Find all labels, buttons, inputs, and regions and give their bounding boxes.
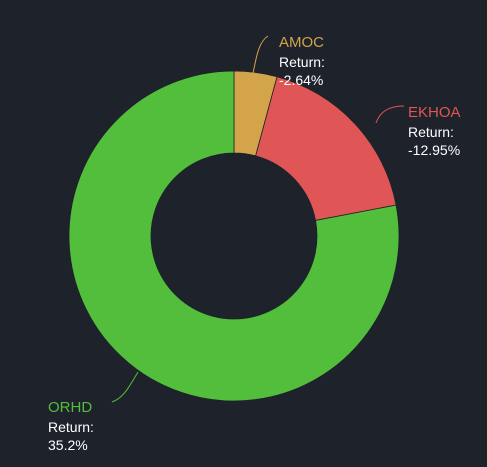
leader-line-ekhoa <box>375 105 405 124</box>
leader-line-amoc <box>252 35 269 74</box>
slice-label-orhd: Return: <box>48 419 94 435</box>
label-ekhoa: EKHOA Return: -12.95% <box>408 104 461 158</box>
slice-orhd[interactable] <box>68 70 400 402</box>
slices-group <box>68 70 400 402</box>
slice-name-amoc: AMOC <box>279 34 324 51</box>
slice-name-orhd: ORHD <box>48 399 92 416</box>
slice-label-amoc: Return: <box>279 54 325 70</box>
slice-label-ekhoa: Return: <box>408 124 454 140</box>
slice-name-ekhoa: EKHOA <box>408 104 461 121</box>
label-orhd: ORHD Return: 35.2% <box>48 399 94 453</box>
slice-ekhoa[interactable] <box>255 76 397 221</box>
slice-value-amoc: -2.64% <box>279 72 323 88</box>
label-amoc: AMOC Return: -2.64% <box>279 34 325 88</box>
leader-lines-group <box>111 35 405 403</box>
slice-value-orhd: 35.2% <box>48 437 88 453</box>
slice-value-ekhoa: -12.95% <box>408 142 460 158</box>
leader-line-orhd <box>111 371 139 403</box>
